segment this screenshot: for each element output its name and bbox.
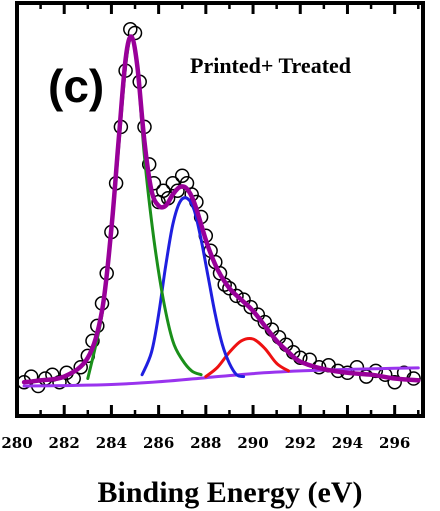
x-tick-label: 290 (237, 434, 268, 452)
x-tick-label: 288 (190, 434, 221, 452)
data-point (127, 25, 143, 41)
x-tick-label: 284 (96, 434, 127, 452)
peak-2-curve (140, 196, 246, 379)
envelope-curve (21, 34, 421, 385)
background-curve (22, 366, 420, 388)
x-tick-label: 286 (143, 434, 174, 452)
data-point (229, 288, 244, 304)
x-tick-label: 280 (1, 434, 32, 452)
x-tick-label: 294 (332, 434, 363, 452)
x-axis-label: Binding Energy (eV) (97, 476, 362, 509)
data-point (52, 374, 67, 390)
x-tick-label: 292 (285, 434, 316, 452)
data-point (165, 175, 181, 191)
ticks-layer: 280 282 284 286 288 290 292 294 296 (1, 3, 420, 452)
series-layer (16, 22, 421, 394)
x-tick-label: 282 (49, 434, 80, 452)
chart-annotation: Printed+ Treated (190, 53, 351, 78)
data-point (170, 183, 185, 198)
x-tick-label: 296 (379, 434, 410, 452)
data-point (156, 183, 171, 198)
peak-3-curve (204, 336, 290, 379)
panel-label: (c) (48, 60, 104, 112)
data-point (73, 359, 88, 375)
data-point (387, 374, 402, 390)
plot-frame (15, 1, 425, 418)
data-point (174, 168, 190, 183)
